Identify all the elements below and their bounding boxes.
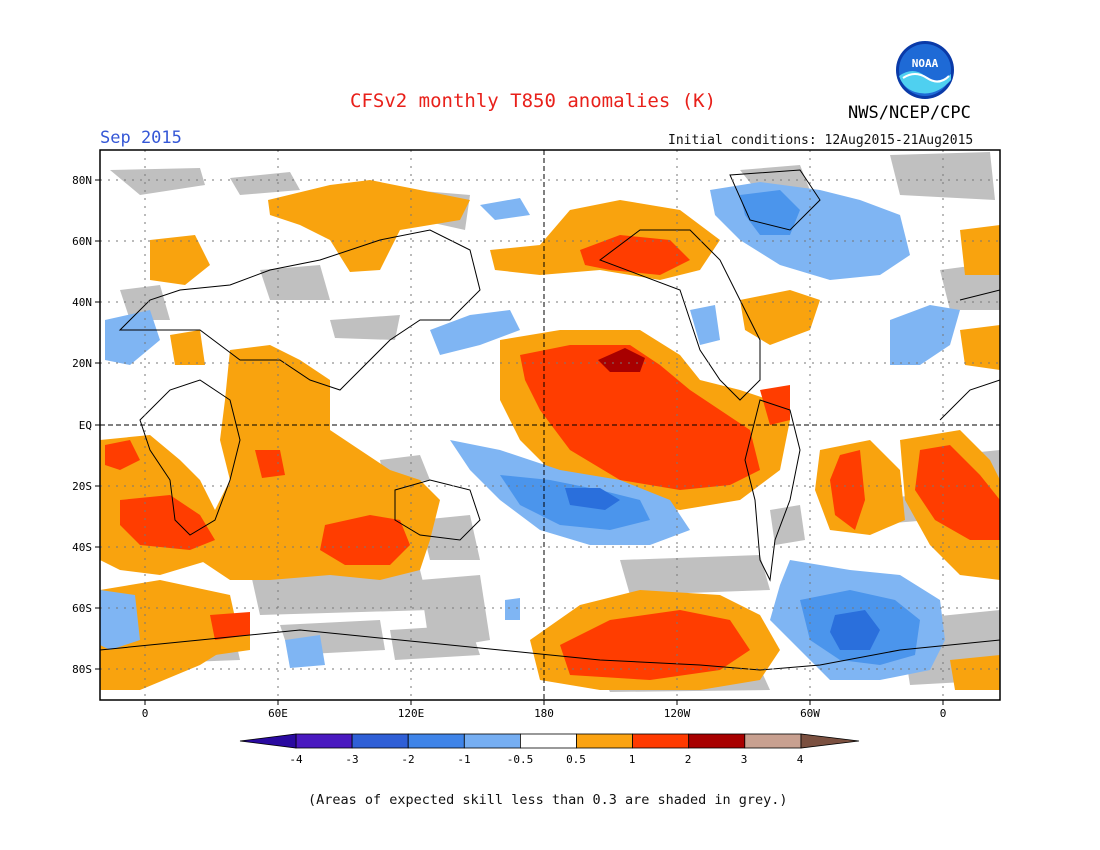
logo-text: NOAA	[912, 57, 939, 70]
lon-label: 0	[940, 707, 947, 720]
lat-label: 40N	[72, 296, 92, 309]
colorbar-swatch	[688, 733, 746, 749]
initial-conditions: Initial conditions: 12Aug2015-21Aug2015	[668, 133, 974, 148]
tick-marks	[95, 179, 944, 705]
positive-1-areas	[105, 235, 1000, 680]
colorbar-end-high	[800, 733, 860, 749]
lat-label: 20N	[72, 357, 92, 370]
colorbar: -4 -3 -2 -1 -0.5 0.5 1 2 3 4	[239, 733, 860, 766]
lat-label: 20S	[72, 480, 92, 493]
longitude-labels: 0 60E 120E 180 120W 60W 0	[142, 707, 947, 720]
colorbar-label: 2	[685, 753, 692, 766]
lon-label: 60W	[800, 707, 820, 720]
anomaly-map: 80N 60N 40N 20N EQ 20S 40S 60S 80S 0 60E…	[72, 149, 1001, 720]
colorbar-label: -1	[457, 753, 470, 766]
lat-label: 60N	[72, 235, 92, 248]
lon-label: 180	[534, 707, 554, 720]
skill-footnote: (Areas of expected skill less than 0.3 a…	[308, 792, 788, 808]
lon-label: 120E	[398, 707, 425, 720]
colorbar-label: 1	[629, 753, 636, 766]
colorbar-swatch	[407, 733, 465, 749]
colorbar-swatch	[295, 733, 353, 749]
positive-3-areas	[598, 348, 645, 372]
colorbar-label: 3	[741, 753, 748, 766]
coastlines	[100, 169, 1000, 671]
colorbar-swatch	[632, 733, 690, 749]
colorbar-swatch	[576, 733, 633, 749]
anomaly-shading	[100, 152, 1000, 692]
colorbar-labels: -4 -3 -2 -1 -0.5 0.5 1 2 3 4	[289, 753, 803, 766]
lat-label: 60S	[72, 602, 92, 615]
colorbar-swatch	[463, 733, 521, 749]
colorbar-swatch	[520, 733, 577, 749]
colorbar-label: 4	[797, 753, 804, 766]
colorbar-label: -2	[401, 753, 414, 766]
negative-2-areas	[565, 488, 880, 650]
forecast-month: Sep 2015	[100, 128, 182, 148]
lon-label: 60E	[268, 707, 288, 720]
colorbar-swatch	[744, 733, 802, 749]
colorbar-label: -0.5	[507, 753, 534, 766]
noaa-logo: NOAA	[896, 41, 954, 99]
colorbar-swatch	[351, 733, 409, 749]
colorbar-label: -4	[289, 753, 303, 766]
colorbar-label: -3	[345, 753, 358, 766]
latitude-labels: 80N 60N 40N 20N EQ 20S 40S 60S 80S	[72, 174, 92, 676]
lat-label: 40S	[72, 541, 92, 554]
colorbar-label: 0.5	[566, 753, 586, 766]
chart-title: CFSv2 monthly T850 anomalies (K)	[350, 90, 717, 112]
lat-label: 80N	[72, 174, 92, 187]
lon-label: 0	[142, 707, 149, 720]
graticule	[100, 150, 1000, 700]
colorbar-swatches	[295, 733, 802, 749]
reference-lines	[100, 150, 1000, 700]
colorbar-end-low	[239, 733, 297, 749]
agency-label: NWS/NCEP/CPC	[848, 103, 971, 123]
lon-label: 120W	[664, 707, 691, 720]
lat-label: 80S	[72, 663, 92, 676]
lat-label: EQ	[79, 419, 92, 432]
